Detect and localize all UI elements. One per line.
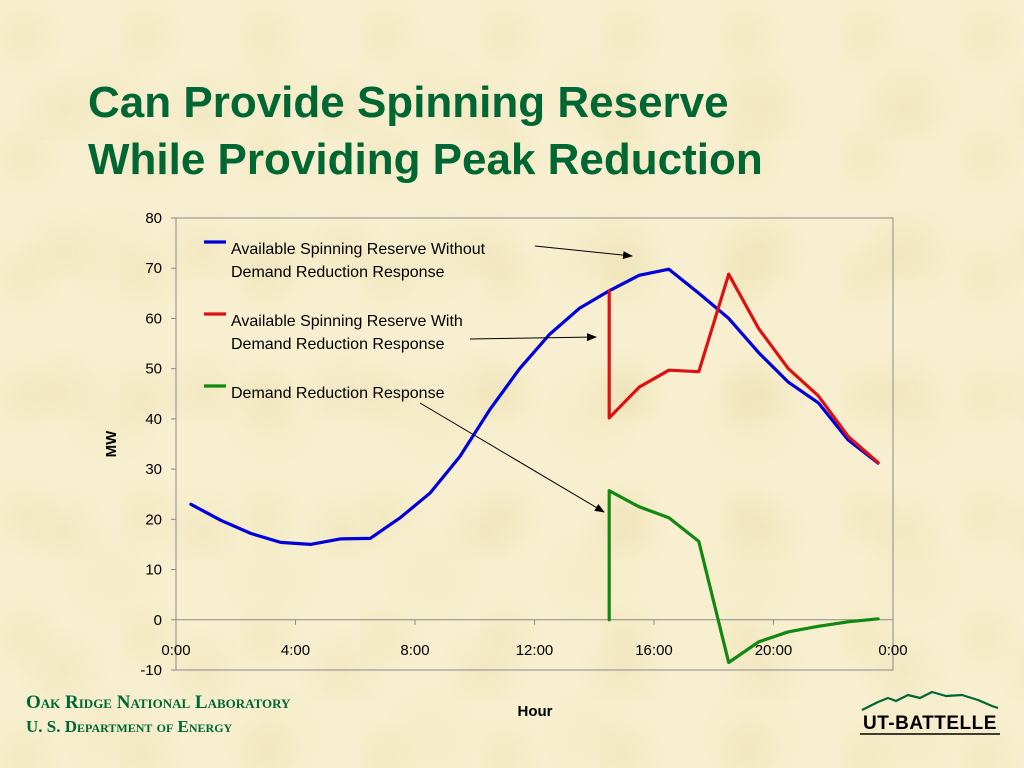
x-tick-label: 8:00: [400, 642, 429, 659]
y-tick-label: 10: [145, 562, 162, 579]
legend-label: Available Spinning Reserve Without: [231, 241, 486, 258]
plot-frame: [175, 217, 894, 671]
y-tick-label: 50: [145, 361, 162, 378]
x-tick-label: 12:00: [516, 642, 554, 659]
logo-text: UT-BATTELLE: [863, 713, 997, 734]
x-axis-title: Hour: [518, 703, 553, 720]
y-tick-label: 30: [145, 461, 162, 478]
y-tick-label: 70: [145, 260, 162, 277]
slide-title: Can Provide Spinning Reserve While Provi…: [88, 74, 1008, 188]
annotation-arrow: [419, 402, 605, 513]
y-tick-label: 20: [145, 511, 162, 528]
slide-title-line-2: While Providing Peak Reduction: [88, 135, 763, 184]
slide-title-line-1: Can Provide Spinning Reserve: [88, 78, 729, 127]
series-with-demand-reduction-line: [607, 272, 880, 465]
y-tick-label: 0: [154, 612, 162, 629]
chart-plot-area: 80 70 60 50 40 30 20 10 0 -10 0:00 4:00 8:00 12:00 16:…: [103, 210, 908, 720]
x-tick-label: 20:00: [755, 642, 793, 659]
y-tick-label: 40: [145, 411, 162, 428]
x-tick-label: 0:00: [161, 642, 190, 659]
x-tick-label: 16:00: [635, 642, 673, 659]
y-tick-label: 80: [145, 210, 162, 227]
series-without-demand-reduction-line: [189, 267, 880, 547]
legend-label: Demand Reduction Response: [231, 336, 445, 353]
y-axis-title: MW: [103, 430, 120, 457]
x-tick-label: 4:00: [281, 642, 310, 659]
annotation-arrow: [534, 245, 633, 260]
footer-line-2: U. S. Department of Energy: [26, 717, 233, 736]
legend-label: Demand Reduction Response: [231, 385, 445, 402]
x-tick-label: 0:00: [878, 642, 907, 659]
y-tick-label: 60: [145, 310, 162, 327]
annotation-arrow: [469, 333, 597, 342]
y-tick-label: -10: [140, 662, 162, 679]
footer-line-1: Oak Ridge National Laboratory: [26, 692, 291, 713]
legend-label: Demand Reduction Response: [231, 264, 445, 281]
legend-label: Available Spinning Reserve With: [231, 313, 463, 330]
logo-mountain-outline: [861, 690, 999, 711]
ut-battelle-logo: UT-BATTELLE: [860, 690, 1000, 735]
series-demand-reduction-response-line: [607, 489, 880, 665]
footer-organization: Oak Ridge National Laboratory U. S. Depa…: [26, 691, 290, 739]
